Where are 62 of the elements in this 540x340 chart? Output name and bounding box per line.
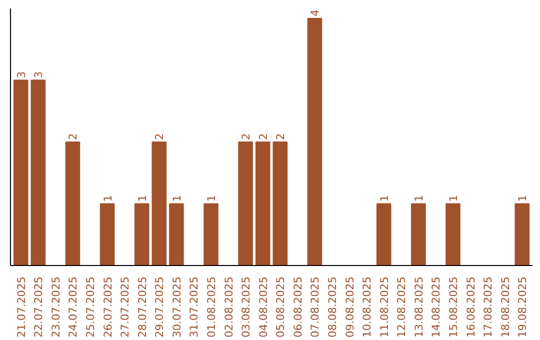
bar bbox=[446, 203, 460, 266]
data-label: 1 bbox=[516, 194, 530, 202]
bar bbox=[152, 141, 167, 266]
x-tick-label: 30.07.2025 bbox=[170, 276, 184, 338]
data-label: 3 bbox=[32, 71, 46, 78]
bar bbox=[376, 203, 392, 266]
x-tick-label: 06.08.2025 bbox=[291, 276, 304, 338]
data-label: 1 bbox=[205, 194, 218, 202]
bar bbox=[100, 203, 115, 266]
x-tick-label: 23.07.2025 bbox=[49, 276, 62, 338]
bar bbox=[238, 141, 253, 266]
bar bbox=[65, 141, 80, 266]
data-label: 4 bbox=[308, 9, 322, 16]
data-label: 1 bbox=[412, 194, 426, 202]
data-label: 1 bbox=[101, 194, 114, 202]
data-label: 1 bbox=[446, 194, 460, 202]
x-tick-label: 04.08.2025 bbox=[256, 276, 270, 338]
bar bbox=[30, 80, 46, 266]
x-tick-label: 09.08.2025 bbox=[343, 276, 356, 338]
data-label: 1 bbox=[136, 194, 149, 202]
data-label: 2 bbox=[240, 133, 253, 140]
bar bbox=[13, 80, 28, 266]
x-tick-label: 28.07.2025 bbox=[136, 276, 149, 338]
x-tick-label: 26.07.2025 bbox=[101, 276, 114, 338]
data-label: 2 bbox=[256, 133, 270, 140]
x-tick-label: 14.08.2025 bbox=[430, 276, 443, 338]
x-tick-label: 10.08.2025 bbox=[360, 276, 374, 338]
x-tick-label: 27.07.2025 bbox=[118, 276, 132, 338]
data-label: 2 bbox=[66, 133, 80, 140]
bar bbox=[272, 141, 288, 266]
x-tick-label: 24.07.2025 bbox=[66, 276, 80, 338]
x-tick-label: 01.08.2025 bbox=[205, 276, 218, 338]
data-label: 3 bbox=[14, 71, 28, 78]
x-tick-label: 17.08.2025 bbox=[482, 276, 495, 338]
bar bbox=[134, 203, 150, 266]
x-tick-label: 08.08.2025 bbox=[326, 276, 339, 338]
x-tick-label: 13.08.2025 bbox=[412, 276, 426, 338]
x-tick-label: 19.08.2025 bbox=[516, 276, 530, 338]
data-label: 2 bbox=[274, 133, 288, 140]
x-tick-label: 25.07.2025 bbox=[84, 276, 98, 338]
bar bbox=[514, 203, 530, 266]
bar bbox=[169, 203, 184, 266]
x-tick-label: 21.07.2025 bbox=[14, 276, 28, 338]
data-label: 1 bbox=[170, 194, 184, 202]
x-tick-label: 15.08.2025 bbox=[446, 276, 460, 338]
x-tick-label: 18.08.2025 bbox=[498, 276, 512, 338]
x-tick-label: 03.08.2025 bbox=[240, 276, 253, 338]
data-label: 2 bbox=[153, 133, 166, 140]
x-tick-label: 05.08.2025 bbox=[274, 276, 288, 338]
x-tick-label: 07.08.2025 bbox=[308, 276, 322, 338]
bar bbox=[411, 203, 426, 266]
bar bbox=[204, 203, 218, 266]
bar bbox=[255, 141, 270, 266]
x-tick-label: 11.08.2025 bbox=[378, 276, 391, 338]
data-label: 1 bbox=[378, 194, 391, 202]
x-tick-label: 02.08.2025 bbox=[222, 276, 236, 338]
x-tick-label: 31.07.2025 bbox=[188, 276, 201, 338]
x-tick-label: 29.07.2025 bbox=[153, 276, 166, 338]
x-tick-label: 16.08.2025 bbox=[464, 276, 478, 338]
bar bbox=[307, 18, 322, 266]
x-tick-label: 22.07.2025 bbox=[32, 276, 46, 338]
x-tick-label: 12.08.2025 bbox=[395, 276, 408, 338]
